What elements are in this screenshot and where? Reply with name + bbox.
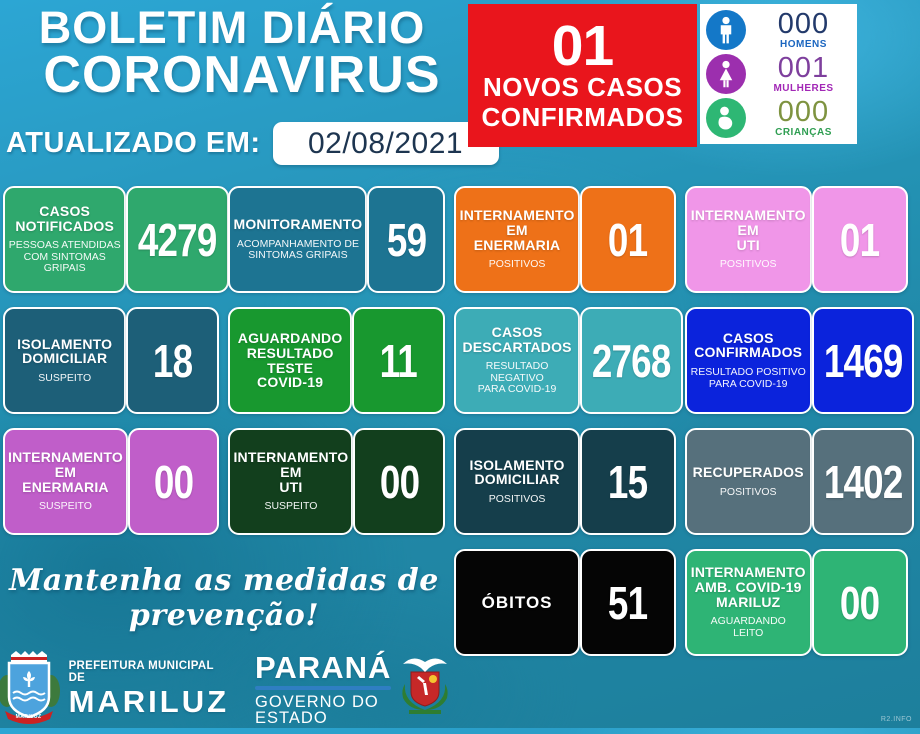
card-isolamento-suspeito: ISOLAMENTO DOMICILIAR SUSPEITO 18 xyxy=(3,307,220,414)
card-casos-descartados: CASOS DESCARTADOS RESULTADO NEGATIVO PAR… xyxy=(453,307,683,414)
card-internamento-amb-covid: INTERNAMENTO AMB. COVID-19 MARILUZ AGUAR… xyxy=(684,549,908,656)
mariluz-crest-icon: MARILUZ xyxy=(0,649,61,729)
card-isolamento-positivos: ISOLAMENTO DOMICILIAR POSITIVOS 15 xyxy=(453,428,676,535)
new-cases-value: 01 xyxy=(551,14,614,79)
card-title: MONITORAMENTO xyxy=(233,216,363,233)
card-value: 1469 xyxy=(823,334,903,387)
updated-row: ATUALIZADO EM: 02/08/2021 xyxy=(6,122,499,165)
new-cases-label-1: NOVOS CASOS xyxy=(482,72,683,103)
card-subtitle: POSITIVOS xyxy=(488,258,546,271)
stats-grid: CASOS NOTIFICADOS PESSOAS ATENDIDAS COM … xyxy=(0,186,915,726)
card-casos-notificados: CASOS NOTIFICADOS PESSOAS ATENDIDAS COM … xyxy=(3,186,229,293)
man-icon xyxy=(706,10,746,50)
title-line2: CORONAVIRUS xyxy=(43,46,441,105)
card-title: ISOLAMENTO DOMICILIAR xyxy=(17,335,113,367)
card-value: 4279 xyxy=(138,213,217,266)
card-subtitle: SUSPEITO xyxy=(39,500,92,513)
card-subtitle: AGUARDANDO LEITO xyxy=(710,615,786,640)
new-cases-banner: 01 NOVOS CASOS CONFIRMADOS xyxy=(468,4,697,147)
women-count: 001 xyxy=(777,52,830,84)
men-label: HOMENS xyxy=(780,39,827,50)
mariluz-line2: MARILUZ xyxy=(68,684,230,719)
card-value: 59 xyxy=(386,213,426,266)
card-monitoramento: MONITORAMENTO ACOMPANHAMENTO DE SINTOMAS… xyxy=(228,186,445,293)
card-subtitle: POSITIVOS xyxy=(719,258,777,271)
footer-block: Mantenha as medidas de prevenção! xyxy=(0,549,449,726)
new-cases-label-2: CONFIRMADOS xyxy=(481,101,684,132)
children-count: 000 xyxy=(777,96,830,128)
parana-divider xyxy=(255,685,392,690)
card-subtitle: RESULTADO NEGATIVO PARA COVID-19 xyxy=(477,360,557,396)
card-value: 18 xyxy=(153,334,193,387)
card-title: INTERNAMENTO EM ENERMARIA xyxy=(8,449,123,495)
baby-icon xyxy=(706,98,746,138)
card-value: 01 xyxy=(608,213,648,266)
men-count: 000 xyxy=(777,8,830,40)
card-casos-confirmados: CASOS CONFIRMADOS RESULTADO POSITIVO PAR… xyxy=(684,307,915,414)
card-value: 00 xyxy=(379,455,419,508)
card-value: 00 xyxy=(154,455,194,508)
card-title: INTERNAMENTO AMB. COVID-19 MARILUZ xyxy=(690,564,806,610)
demographics-row-children: 000 CRIANÇAS xyxy=(706,97,851,139)
card-title: ÓBITOS xyxy=(481,592,553,612)
children-label: CRIANÇAS xyxy=(775,127,832,138)
card-value: 1402 xyxy=(823,455,903,508)
card-aguardando-resultado: AGUARDANDO RESULTADO TESTE COVID-19 11 xyxy=(228,307,445,414)
card-subtitle: RESULTADO POSITIVO PARA COVID-19 xyxy=(690,366,806,390)
demographics-row-women: 001 MULHERES xyxy=(706,53,851,95)
parana-line2: GOVERNO DO ESTADO xyxy=(255,692,379,727)
card-value: 15 xyxy=(608,455,648,508)
card-value: 01 xyxy=(840,213,880,266)
card-subtitle: PESSOAS ATENDIDAS COM SINTOMAS GRIPAIS xyxy=(8,239,121,275)
card-value: 2768 xyxy=(592,334,671,387)
card-value: 00 xyxy=(840,576,880,629)
card-internamento-enfermaria-positivos: INTERNAMENTO EM ENERMARIA POSITIVOS 01 xyxy=(453,186,676,293)
watermark: R2.INFO xyxy=(880,716,912,723)
card-title: INTERNAMENTO EM UTI xyxy=(690,207,806,253)
logos-row: MARILUZ PREFEITURA MUNICIPAL DE MARILUZ … xyxy=(0,649,449,729)
mariluz-line1: PREFEITURA MUNICIPAL DE xyxy=(68,660,214,684)
card-title: INTERNAMENTO EM UTI xyxy=(233,449,349,495)
card-title: RECUPERADOS xyxy=(692,463,804,480)
card-subtitle: SUSPEITO xyxy=(264,500,318,513)
demographics-row-men: 000 HOMENS xyxy=(706,9,851,51)
card-subtitle: POSITIVOS xyxy=(488,492,546,505)
card-internamento-uti-suspeito: INTERNAMENTO EM UTI SUSPEITO 00 xyxy=(228,428,445,535)
updated-label: ATUALIZADO EM: xyxy=(6,127,261,159)
parana-line1: PARANÁ xyxy=(255,649,392,685)
card-value: 11 xyxy=(379,334,418,387)
parana-crest-icon xyxy=(399,654,451,725)
card-obitos: ÓBITOS 51 xyxy=(453,549,676,656)
card-title: INTERNAMENTO EM ENERMARIA xyxy=(459,207,575,253)
title-line1: BOLETIM DIÁRIO xyxy=(38,2,426,53)
prevention-message: Mantenha as medidas de prevenção! xyxy=(9,563,439,633)
card-title: ISOLAMENTO DOMICILIAR xyxy=(469,456,565,488)
card-subtitle: ACOMPANHAMENTO DE SINTOMAS GRIPAIS xyxy=(236,237,359,262)
card-recuperados: RECUPERADOS POSITIVOS 1402 xyxy=(684,428,915,535)
updated-date: 02/08/2021 xyxy=(307,126,464,160)
card-internamento-enfermaria-suspeito: INTERNAMENTO EM ENERMARIA SUSPEITO 00 xyxy=(3,428,220,535)
women-label: MULHERES xyxy=(773,83,834,94)
card-subtitle: POSITIVOS xyxy=(719,485,777,498)
card-title: CASOS DESCARTADOS xyxy=(462,323,572,355)
demographics-panel: 000 HOMENS 001 MULHERES 000 CRIANÇAS xyxy=(700,4,857,144)
card-subtitle: SUSPEITO xyxy=(38,371,92,384)
date-pill: 02/08/2021 xyxy=(272,122,499,165)
parana-logo: PARANÁ GOVERNO DO ESTADO xyxy=(255,652,451,727)
mariluz-logo: MARILUZ PREFEITURA MUNICIPAL DE MARILUZ xyxy=(0,649,229,729)
mariluz-crest-ribbon: MARILUZ xyxy=(15,714,42,720)
page-title: BOLETIM DIÁRIO CORONAVIRUS xyxy=(2,2,462,105)
card-title: CASOS NOTIFICADOS xyxy=(15,202,115,234)
card-internamento-uti-positivos: INTERNAMENTO EM UTI POSITIVOS 01 xyxy=(684,186,908,293)
header: BOLETIM DIÁRIO CORONAVIRUS ATUALIZADO EM… xyxy=(0,0,920,180)
card-title: AGUARDANDO RESULTADO TESTE COVID-19 xyxy=(237,330,343,391)
woman-icon xyxy=(706,54,746,94)
card-title: CASOS CONFIRMADOS xyxy=(694,329,803,361)
card-value: 51 xyxy=(608,576,648,629)
